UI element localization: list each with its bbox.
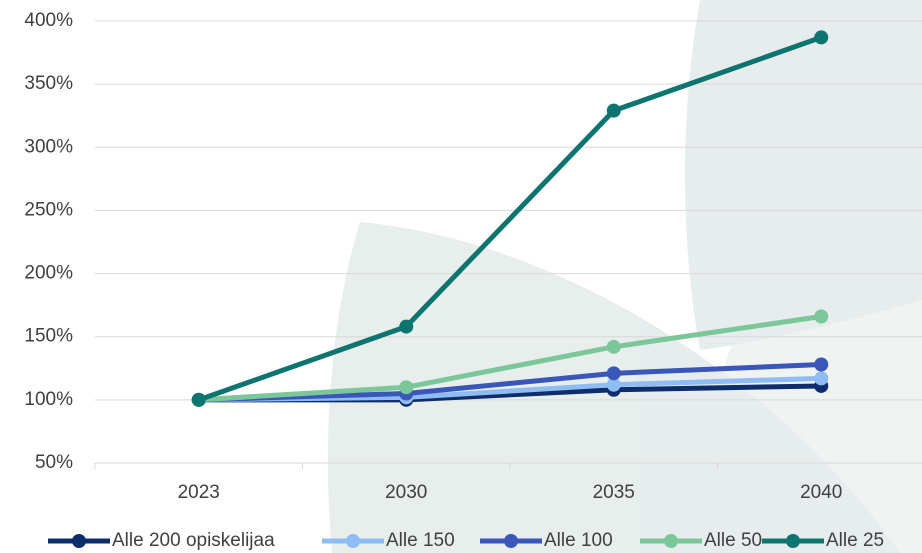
data-point xyxy=(814,371,829,386)
data-point xyxy=(191,392,206,407)
legend-marker xyxy=(664,534,678,548)
data-point xyxy=(606,339,621,354)
legend-label: Alle 200 opiskelijaa xyxy=(112,530,275,551)
y-tick-label: 150% xyxy=(24,326,73,347)
series-line xyxy=(198,314,822,403)
legend-marker xyxy=(786,534,800,548)
data-point xyxy=(606,103,621,118)
data-point xyxy=(814,30,829,45)
x-tick-label: 2040 xyxy=(800,482,842,503)
series-line xyxy=(198,361,822,403)
data-point xyxy=(399,319,414,334)
data-point xyxy=(606,377,621,392)
legend-label: Alle 150 xyxy=(386,530,455,551)
legend-marker xyxy=(504,534,518,548)
legend-label: Alle 100 xyxy=(544,530,613,551)
y-tick-label: 400% xyxy=(24,10,73,31)
y-tick-label: 250% xyxy=(24,199,73,220)
y-tick-label: 100% xyxy=(24,389,73,410)
data-point xyxy=(814,309,829,324)
legend-marker xyxy=(72,534,86,548)
x-tick-label: 2023 xyxy=(178,482,220,503)
data-point xyxy=(606,366,621,381)
legend-label: Alle 50 xyxy=(704,530,762,551)
y-tick-label: 200% xyxy=(24,263,73,284)
legend-marker xyxy=(346,534,360,548)
x-tick-label: 2035 xyxy=(593,482,635,503)
series-line xyxy=(197,35,823,403)
y-tick-label: 350% xyxy=(24,73,73,94)
y-tick-label: 300% xyxy=(24,136,73,157)
data-point xyxy=(814,357,829,372)
legend-label: Alle 25 xyxy=(826,530,884,551)
x-tick-label: 2030 xyxy=(385,482,427,503)
data-point xyxy=(399,380,414,395)
y-tick-label: 50% xyxy=(35,452,73,473)
background-decoration xyxy=(327,0,922,553)
